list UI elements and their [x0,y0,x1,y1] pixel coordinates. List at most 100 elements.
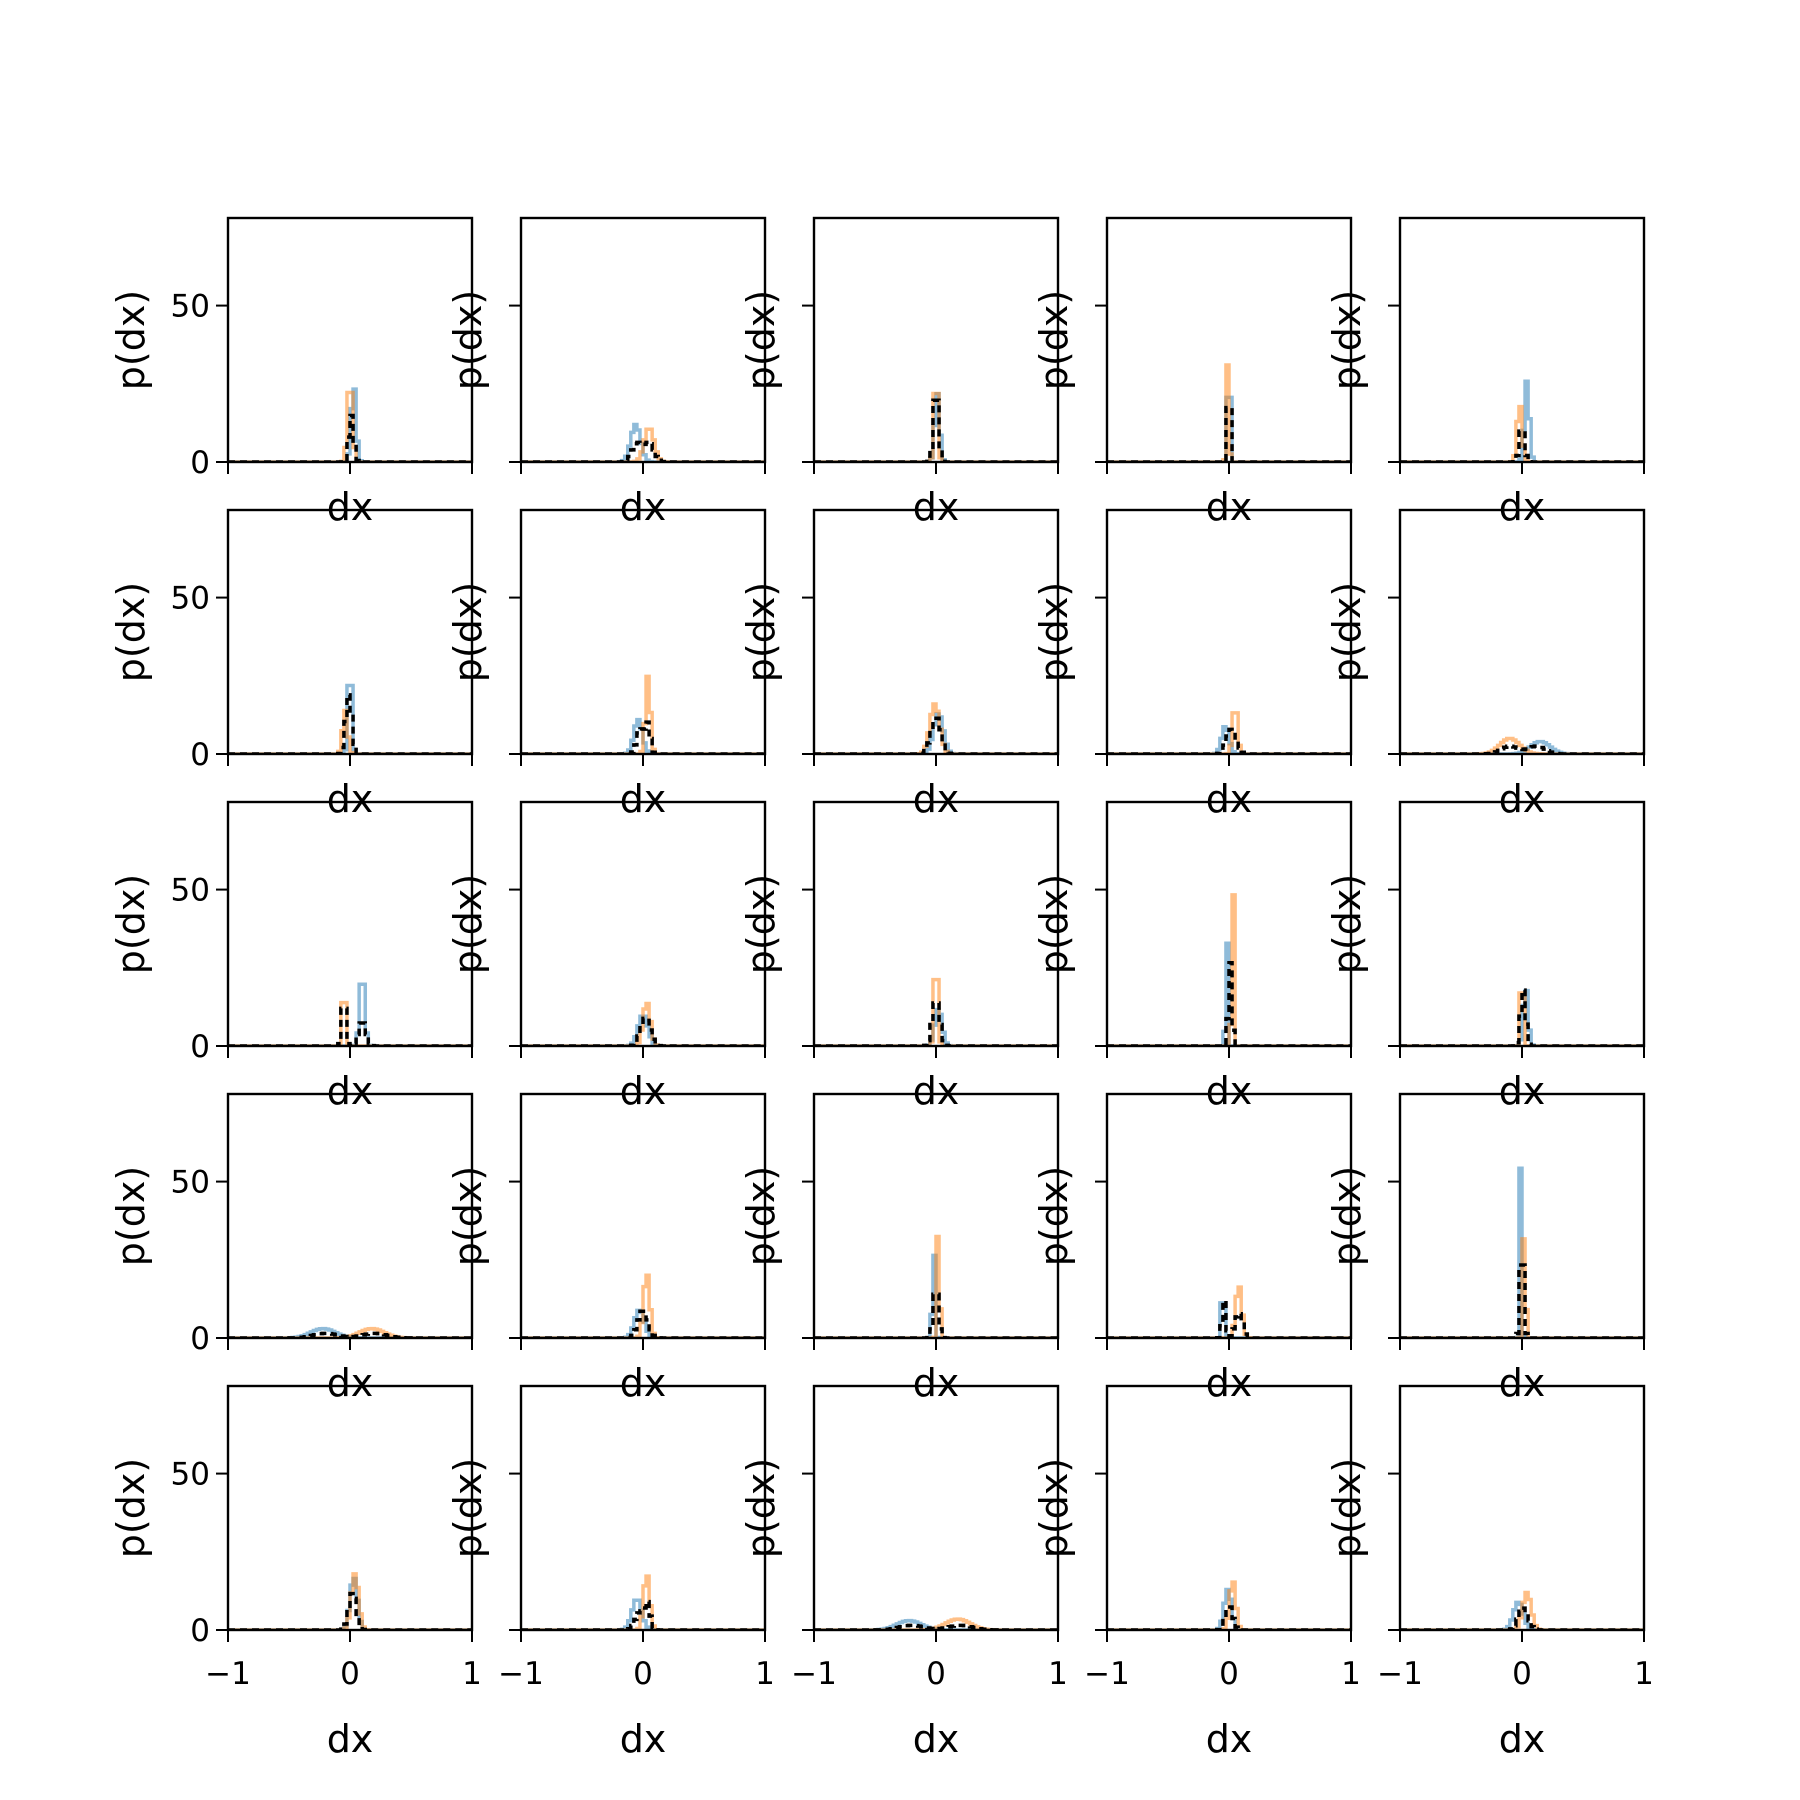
dashed-mixture-histogram [1400,1263,1644,1338]
panel-plot-area [521,422,765,462]
blue-histogram [228,683,472,754]
x-axis-label: dx [327,1069,374,1113]
dashed-mixture-histogram [521,1309,765,1338]
subplot-panel-14: dx p(dx) [1032,800,1353,1113]
panel-plot-area [521,1273,765,1338]
subplot-panel-1: 0 50 dx p(dx) [109,216,474,529]
orange-histogram [1400,736,1644,754]
subplot-panel-20: dx p(dx) [1325,1092,1646,1405]
y-tick-label: 50 [171,289,210,325]
x-axis-label: dx [1499,1069,1546,1113]
x-tick-label: 1 [755,1656,775,1692]
panel-plot-area [1400,1166,1644,1338]
y-tick-label: 0 [190,737,210,773]
panel-plot-area [814,391,1058,462]
y-axis-label: p(dx) [1032,1458,1076,1558]
x-axis-label: dx [620,485,667,529]
y-axis-label: p(dx) [1325,1166,1369,1266]
panel-plot-area [814,702,1058,754]
x-axis-label: dx [1206,485,1253,529]
subplot-panels: 0 50 dx p(dx) dx p(dx) dx p(dx) dx p(dx) dx p(dx) 0 5… [109,216,1654,1761]
x-axis-label: dx [913,1361,960,1405]
dashed-mixture-histogram [521,720,765,754]
x-tick-label: 1 [1634,1656,1654,1692]
x-tick-label: −1 [1377,1656,1423,1692]
panel-plot-area [1107,363,1351,462]
orange-histogram [1400,1590,1644,1630]
dashed-mixture-histogram [228,413,472,462]
x-axis-label: dx [1499,485,1546,529]
y-axis-label: p(dx) [1325,582,1369,682]
panel-plot-area [1400,379,1644,462]
y-tick-label: 0 [190,445,210,481]
y-axis-label: p(dx) [109,874,153,974]
x-axis-label: dx [1499,1717,1546,1761]
panel-plot-area [228,1572,472,1630]
y-tick-label: 50 [171,1165,210,1201]
subplot-panel-7: dx p(dx) [446,508,767,821]
x-axis-label: dx [913,1069,960,1113]
blue-histogram [1107,941,1351,1046]
subplot-panel-19: dx p(dx) [1032,1092,1353,1405]
y-axis-label: p(dx) [109,1458,153,1558]
orange-histogram [1107,711,1351,754]
y-axis-label: p(dx) [739,1166,783,1266]
x-tick-label: 1 [1341,1656,1361,1692]
x-axis-label: dx [620,1361,667,1405]
y-axis-label: p(dx) [1032,874,1076,974]
y-axis-label: p(dx) [739,1458,783,1558]
panel-plot-area [1107,1285,1351,1338]
subplot-panel-22: −1 0 1 dx p(dx) [446,1384,775,1761]
orange-histogram [521,1273,765,1338]
subplot-panel-13: dx p(dx) [739,800,1060,1113]
y-axis-label: p(dx) [1032,290,1076,390]
orange-histogram [814,977,1058,1046]
subplot-panel-9: dx p(dx) [1032,508,1353,821]
x-axis-label: dx [1499,1361,1546,1405]
x-axis-label: dx [1206,777,1253,821]
dashed-mixture-histogram [814,716,1058,754]
orange-histogram [1107,363,1351,462]
dashed-mixture-histogram [228,1591,472,1630]
x-axis-label: dx [1206,1361,1253,1405]
subplot-panel-15: dx p(dx) [1325,800,1646,1113]
x-tick-label: 0 [1512,1656,1532,1692]
orange-histogram [1400,404,1644,462]
dashed-mixture-histogram [1107,727,1351,754]
panel-plot-area [521,1574,765,1630]
subplot-panel-10: dx p(dx) [1325,508,1646,821]
blue-histogram [1400,1600,1644,1630]
dashed-mixture-histogram [814,398,1058,462]
x-axis-label: dx [327,1361,374,1405]
y-tick-label: 0 [190,1321,210,1357]
y-axis-label: p(dx) [446,290,490,390]
orange-histogram [814,702,1058,754]
panel-plot-area [228,683,472,754]
blue-histogram [1400,379,1644,462]
y-axis-label: p(dx) [739,290,783,390]
y-tick-label: 50 [171,1457,210,1493]
x-tick-label: −1 [791,1656,837,1692]
y-tick-label: 0 [190,1029,210,1065]
panel-plot-area [1107,711,1351,754]
subplot-panel-12: dx p(dx) [446,800,767,1113]
orange-histogram [1107,1580,1351,1630]
x-axis-label: dx [913,485,960,529]
subplot-panel-24: −1 0 1 dx p(dx) [1032,1384,1361,1761]
blue-histogram [521,422,765,462]
y-axis-label: p(dx) [446,582,490,682]
subplot-panel-23: −1 0 1 dx p(dx) [739,1384,1068,1761]
orange-histogram [228,708,472,754]
panel-plot-area [1400,736,1644,754]
orange-histogram [228,390,472,462]
x-tick-label: −1 [498,1656,544,1692]
dashed-mixture-histogram [1400,744,1644,754]
subplot-panel-4: dx p(dx) [1032,216,1353,529]
y-axis-label: p(dx) [446,1458,490,1558]
y-axis-label: p(dx) [446,1166,490,1266]
y-axis-label: p(dx) [446,874,490,974]
x-axis-label: dx [913,777,960,821]
y-axis-label: p(dx) [1032,1166,1076,1266]
orange-histogram [1400,1237,1644,1338]
